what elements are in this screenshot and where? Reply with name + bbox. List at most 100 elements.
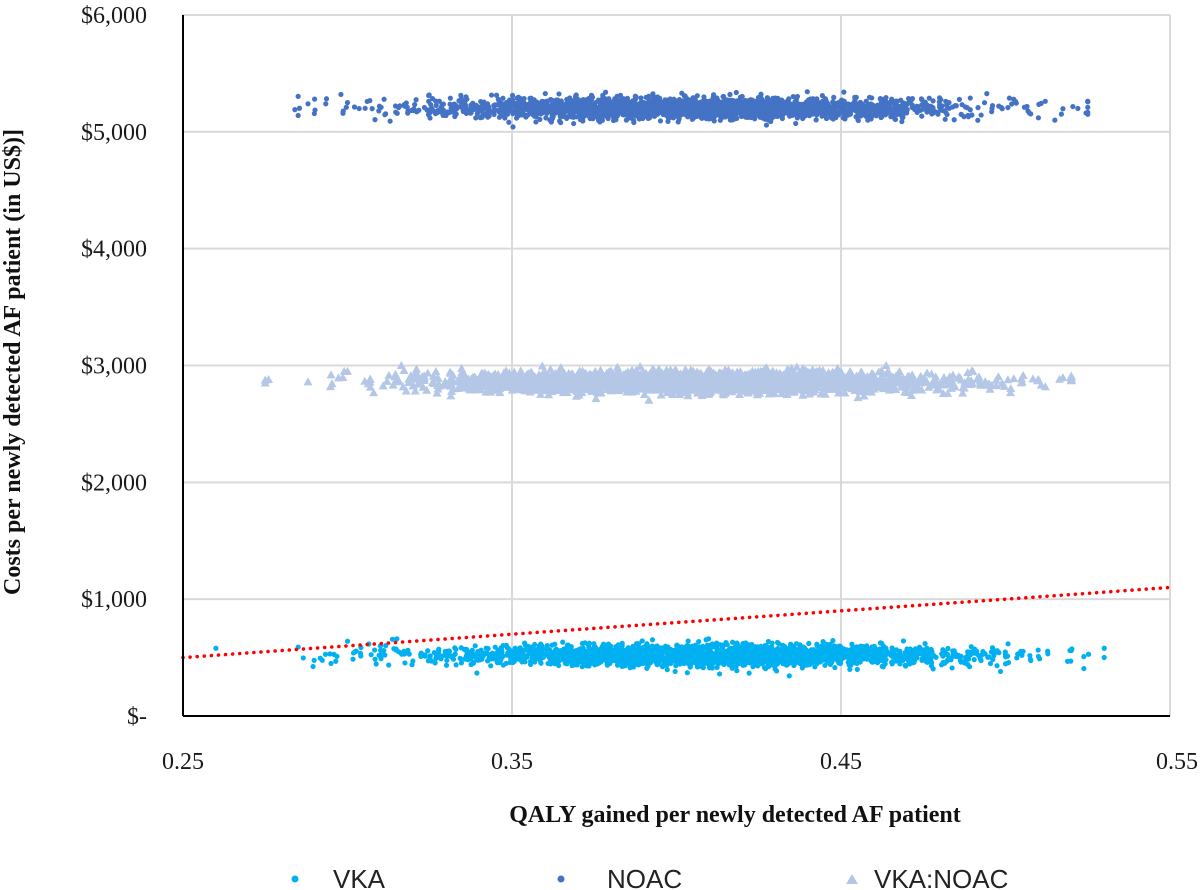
data-point bbox=[737, 657, 744, 663]
data-point bbox=[427, 653, 433, 659]
data-point bbox=[577, 646, 584, 652]
data-point bbox=[812, 664, 818, 670]
data-point bbox=[806, 661, 813, 668]
data-point bbox=[636, 105, 643, 111]
data-point bbox=[616, 651, 622, 657]
data-point bbox=[632, 97, 638, 103]
data-point bbox=[1011, 96, 1017, 102]
data-point bbox=[470, 100, 476, 106]
data-point bbox=[376, 108, 382, 114]
data-point bbox=[534, 99, 540, 105]
data-point bbox=[900, 638, 907, 644]
data-point bbox=[1009, 101, 1015, 107]
data-point bbox=[587, 648, 594, 654]
series-vka bbox=[213, 636, 1107, 679]
data-point bbox=[610, 117, 617, 124]
data-point bbox=[602, 113, 608, 119]
data-point bbox=[837, 650, 843, 656]
data-point bbox=[688, 111, 694, 117]
data-point bbox=[513, 115, 520, 121]
data-point bbox=[477, 115, 483, 121]
data-point bbox=[623, 117, 629, 123]
data-point bbox=[682, 646, 689, 653]
data-point bbox=[629, 102, 635, 108]
data-point bbox=[511, 655, 517, 661]
data-point bbox=[358, 653, 364, 659]
data-point bbox=[505, 650, 511, 656]
data-point bbox=[611, 656, 617, 662]
data-point bbox=[855, 117, 861, 124]
data-point bbox=[480, 651, 486, 657]
data-point bbox=[650, 656, 656, 662]
data-point bbox=[832, 105, 838, 111]
data-point bbox=[787, 103, 794, 109]
data-point bbox=[382, 652, 388, 658]
data-point bbox=[435, 649, 442, 656]
data-point bbox=[393, 646, 399, 652]
data-point bbox=[402, 660, 408, 666]
data-point bbox=[1070, 103, 1076, 110]
data-point bbox=[836, 657, 842, 663]
data-point bbox=[773, 668, 780, 674]
data-point bbox=[657, 118, 664, 124]
data-point bbox=[759, 101, 765, 107]
data-point bbox=[590, 102, 596, 108]
data-point bbox=[372, 656, 378, 662]
data-point bbox=[685, 99, 691, 105]
data-point bbox=[394, 636, 400, 642]
data-point bbox=[416, 107, 422, 113]
data-point bbox=[488, 92, 495, 98]
data-point bbox=[863, 650, 869, 656]
data-point bbox=[971, 657, 977, 663]
data-point bbox=[987, 660, 994, 667]
data-point bbox=[684, 670, 690, 676]
data-point bbox=[867, 102, 874, 109]
data-point bbox=[848, 647, 854, 654]
data-point bbox=[690, 105, 696, 112]
data-point bbox=[832, 664, 838, 671]
data-point bbox=[478, 107, 484, 113]
data-point bbox=[871, 643, 877, 649]
data-point bbox=[920, 647, 926, 653]
data-point bbox=[579, 664, 585, 670]
data-point bbox=[438, 105, 444, 112]
data-point bbox=[1081, 654, 1087, 660]
data-point bbox=[581, 659, 587, 665]
data-point bbox=[580, 118, 586, 124]
data-point bbox=[495, 107, 501, 114]
data-point bbox=[517, 645, 523, 651]
data-point bbox=[760, 659, 767, 665]
data-point bbox=[410, 658, 416, 664]
data-point bbox=[340, 110, 346, 116]
data-point bbox=[372, 117, 378, 123]
data-point bbox=[675, 119, 681, 125]
data-point bbox=[709, 665, 715, 671]
data-point bbox=[692, 112, 698, 118]
data-point bbox=[1058, 111, 1064, 117]
data-point bbox=[984, 91, 990, 97]
data-point bbox=[810, 104, 816, 111]
data-point bbox=[844, 647, 850, 653]
data-point bbox=[731, 650, 737, 656]
data-point bbox=[538, 641, 544, 647]
data-point bbox=[486, 113, 492, 119]
data-point bbox=[884, 101, 890, 107]
data-point bbox=[1028, 111, 1034, 117]
data-point bbox=[488, 663, 494, 669]
data-point bbox=[883, 645, 889, 651]
data-point bbox=[453, 106, 459, 112]
data-point bbox=[447, 95, 453, 101]
data-point bbox=[733, 110, 739, 116]
data-point bbox=[405, 650, 411, 656]
data-point bbox=[492, 644, 498, 650]
data-point bbox=[877, 96, 883, 102]
data-point bbox=[711, 106, 717, 113]
data-point bbox=[783, 99, 789, 105]
data-point bbox=[729, 665, 735, 671]
data-point bbox=[726, 112, 732, 118]
data-point bbox=[944, 658, 950, 664]
data-point bbox=[838, 103, 844, 109]
data-point bbox=[854, 660, 860, 667]
data-point bbox=[919, 97, 925, 103]
data-point bbox=[620, 649, 627, 655]
